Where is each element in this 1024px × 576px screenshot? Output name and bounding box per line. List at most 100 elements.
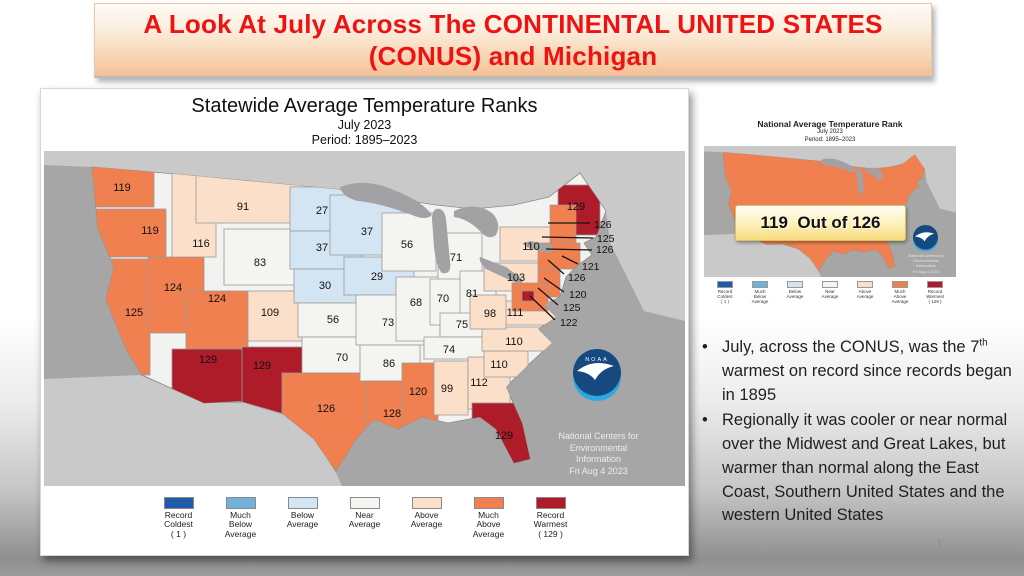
great-lakes xyxy=(820,158,883,194)
big-map-subtitle: July 2023 xyxy=(337,118,392,132)
small-map-legend: Record Coldest( 1 ) Much Below Average Below A… xyxy=(700,277,960,305)
state-rank-MN: 37 xyxy=(361,226,373,238)
state-rank-SD: 37 xyxy=(316,242,328,254)
small-map-subtitle: July 2023 xyxy=(817,129,843,135)
small-map-period: Period: 1895–2023 xyxy=(804,136,856,143)
noaa-logo-text: NOAA xyxy=(585,357,609,363)
state-rank-AR: 86 xyxy=(383,358,395,370)
legend-swatch-aa xyxy=(411,497,442,509)
state-rank-WY: 83 xyxy=(254,257,266,269)
great-lakes xyxy=(340,182,554,284)
callout-line-7 xyxy=(529,295,556,321)
attribution-line: Environmental xyxy=(569,442,628,453)
state-rank-NY: 110 xyxy=(522,241,540,253)
state-rank-WV: 98 xyxy=(484,308,496,320)
state-shape-DC xyxy=(521,290,535,302)
state-rank-UT: 124 xyxy=(208,293,226,305)
big-map-legend: Record Coldest( 1 ) Much Below Average Below A… xyxy=(41,486,688,539)
lake-huron xyxy=(454,206,499,238)
canada-landmass xyxy=(704,146,956,213)
legend-item-mb: Much Below Average xyxy=(747,281,774,305)
legend-item-na: Near Average xyxy=(341,497,389,539)
lake-michigan xyxy=(432,208,451,274)
big-map-attribution: National Centers for Environmental Informa… xyxy=(536,431,661,478)
state-rank-IA: 29 xyxy=(371,271,383,283)
state-rank-KS: 56 xyxy=(327,314,339,326)
legend-item-rw: Record Warmest( 129 ) xyxy=(922,281,949,305)
state-rank-SC: 110 xyxy=(490,359,508,371)
legend-label-na: Near Average xyxy=(821,289,839,300)
callout-line-4 xyxy=(547,259,565,275)
lake-superior xyxy=(820,158,857,173)
state-rank-ME: 129 xyxy=(567,201,585,213)
attribution-line: Information xyxy=(915,263,936,269)
legend-swatch-mb xyxy=(752,281,768,288)
legend-swatch-rc xyxy=(717,281,733,288)
mexico-landmass xyxy=(704,233,822,277)
small-map-attribution: National Centers for Environmental Informa… xyxy=(898,253,954,274)
canada-landmass xyxy=(44,151,685,321)
callout-line-5 xyxy=(543,277,565,293)
attribution-line: Fri Aug 4 2023 xyxy=(569,466,628,477)
bullet-item: July, across the CONUS, was the 7th warm… xyxy=(699,336,1017,407)
callout-rank-0: 126 xyxy=(594,219,612,231)
legend-label-mb: Much Below Average xyxy=(224,510,257,539)
legend-swatch-ma xyxy=(892,281,908,288)
state-rank-IN: 70 xyxy=(437,293,449,305)
callout-rank-4: 126 xyxy=(568,272,586,284)
callout-line-3 xyxy=(561,255,579,265)
state-rank-PA: 103 xyxy=(507,272,525,284)
callout-rank-7: 122 xyxy=(560,317,578,329)
state-rank-TN: 74 xyxy=(443,344,455,356)
callout-rank-3: 121 xyxy=(582,261,600,273)
legend-item-rc: Record Coldest( 1 ) xyxy=(155,497,203,539)
page-number: 1 xyxy=(936,537,943,551)
title-banner: A Look At July Across The CONTINENTAL UN… xyxy=(94,3,932,78)
legend-item-aa: Above Average xyxy=(403,497,451,539)
legend-swatch-rw xyxy=(535,497,566,509)
callout-rank-5: 120 xyxy=(569,289,587,301)
state-rank-NC: 110 xyxy=(505,336,523,348)
state-rank-GA: 112 xyxy=(470,377,488,389)
state-rank-WI: 56 xyxy=(401,239,413,251)
legend-item-ma: Much Above Average xyxy=(465,497,513,539)
legend-swatch-ba xyxy=(287,497,318,509)
national-map-figure: National Average Temperature Rank July 2… xyxy=(700,115,960,320)
legend-item-ba: Below Average xyxy=(279,497,327,539)
noaa-logo: NOAA xyxy=(573,349,621,401)
legend-label-ba: Below Average xyxy=(286,510,319,530)
attribution-line: National Centers for xyxy=(558,431,639,441)
state-rank-ND: 27 xyxy=(316,205,328,217)
legend-label-na: Near Average xyxy=(348,510,381,530)
state-rank-MO: 73 xyxy=(382,317,394,329)
legend-item-rc: Record Coldest( 1 ) xyxy=(712,281,739,305)
legend-item-ma: Much Above Average xyxy=(887,281,914,305)
lake-superior xyxy=(340,182,432,218)
legend-label-rw: Record Warmest( 129 ) xyxy=(533,510,568,539)
legend-label-mb: Much Below Average xyxy=(751,289,769,305)
state-rank-FL: 129 xyxy=(495,430,513,442)
legend-item-na: Near Average xyxy=(817,281,844,305)
state-rank-VA: 111 xyxy=(507,307,524,319)
state-rank-MI: 71 xyxy=(450,252,462,264)
legend-swatch-aa xyxy=(857,281,873,288)
state-rank-NV: 124 xyxy=(164,282,182,294)
lake-erie xyxy=(479,257,523,284)
callout-line-6 xyxy=(537,287,559,306)
state-shape-AL xyxy=(433,360,469,416)
state-shape-WV xyxy=(469,294,507,330)
state-rank-OH: 81 xyxy=(466,288,478,300)
big-map-period: Period: 1895–2023 xyxy=(311,133,418,147)
state-rank-CO: 109 xyxy=(261,307,279,319)
state-rank-ID: 116 xyxy=(192,238,210,250)
state-shape-WA xyxy=(92,167,155,208)
state-shape-UT xyxy=(185,290,249,350)
legend-swatch-ba xyxy=(787,281,803,288)
state-shape-WY xyxy=(223,228,303,286)
state-shape-VT-NH xyxy=(549,204,577,246)
state-rank-labels-layer: 119 119 125 124 116 91 83 124 109 129 129 27 37 30 56 7… xyxy=(113,182,585,442)
legend-item-ba: Below Average xyxy=(782,281,809,305)
state-rank-LA: 128 xyxy=(383,408,401,420)
